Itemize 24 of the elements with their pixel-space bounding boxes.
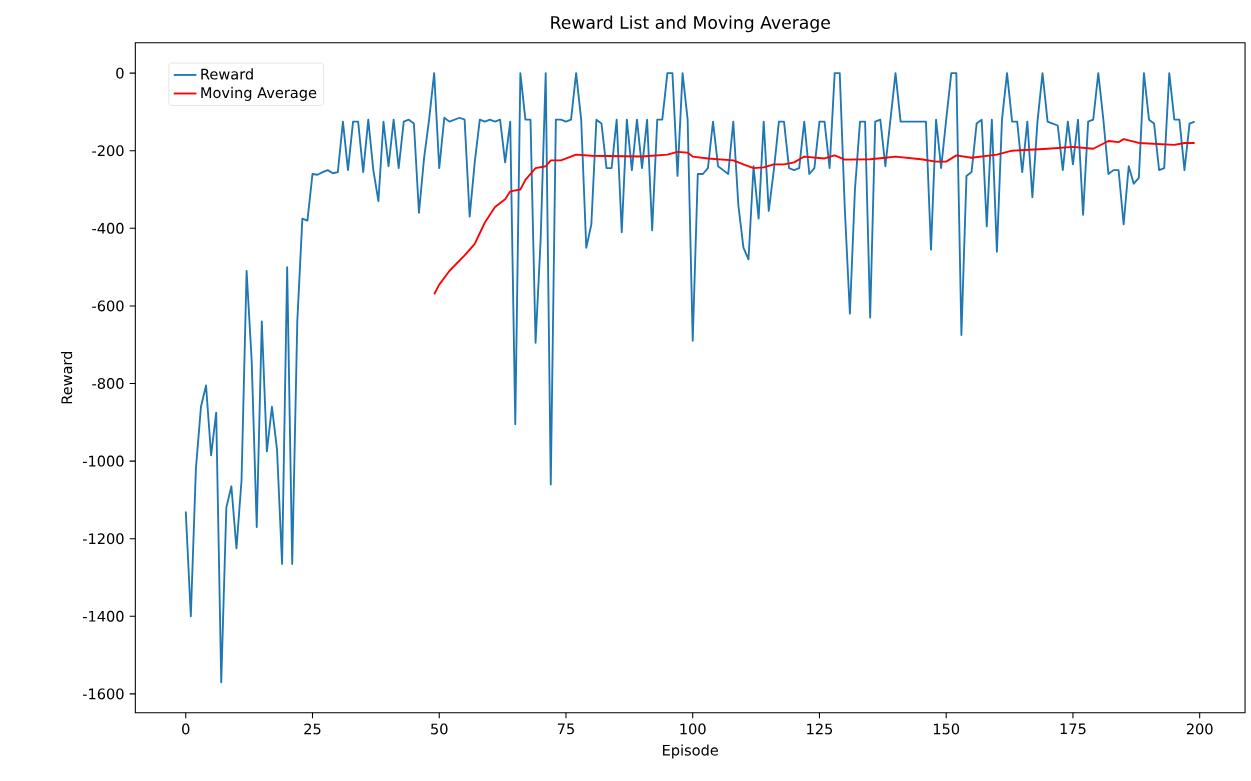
y-tick-label: 0 <box>116 67 124 79</box>
x-tick-label: 75 <box>557 723 574 735</box>
y-axis-title: Reward <box>61 351 73 404</box>
x-tick-label: 0 <box>182 723 190 735</box>
y-tick-label: -1200 <box>82 533 124 545</box>
line-series <box>433 138 1196 296</box>
y-tick-label: -200 <box>92 145 124 157</box>
y-tick-label: -1000 <box>82 455 124 467</box>
y-tick-label: -800 <box>92 377 124 389</box>
y-tick-label: -600 <box>92 300 124 312</box>
x-tick-label: 150 <box>933 723 960 735</box>
x-tick-label: 175 <box>1060 723 1086 735</box>
legend-label: Reward <box>201 68 253 80</box>
legend-label: Moving Average <box>201 86 317 101</box>
y-tick-label: -400 <box>92 222 124 234</box>
y-tick-label: -1600 <box>82 688 124 700</box>
chart-title: Reward List and Moving Average <box>551 15 830 33</box>
x-tick-label: 100 <box>680 723 706 735</box>
x-tick-label: 50 <box>431 723 448 735</box>
x-tick-label: 25 <box>304 723 321 735</box>
x-tick-label: 125 <box>807 723 833 735</box>
x-axis-title: Episode <box>663 744 719 759</box>
x-tick-label: 200 <box>1186 723 1213 735</box>
y-tick-label: -1400 <box>82 610 124 622</box>
